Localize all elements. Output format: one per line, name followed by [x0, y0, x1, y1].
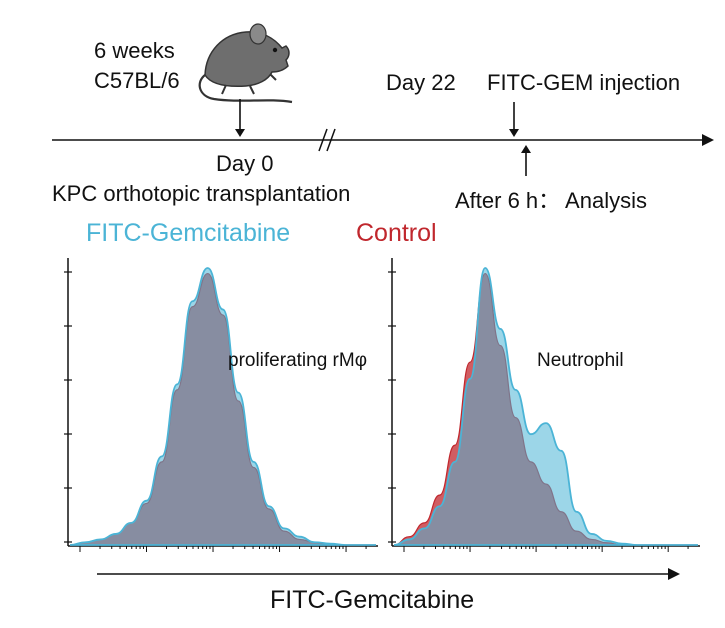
panel-2-label: Neutrophil — [537, 350, 624, 371]
panel-1-fitc-histogram — [69, 267, 376, 546]
day22-label: Day 22 — [386, 70, 456, 95]
timeline-arrowhead — [702, 134, 714, 146]
legend-control: Control — [356, 219, 437, 247]
day0-event-label: KPC orthotopic transplantation — [52, 181, 351, 206]
day0-arrow — [235, 99, 245, 137]
histogram-panel-1 — [64, 258, 378, 552]
analysis-arrow — [521, 145, 531, 176]
day22-arrow — [509, 102, 519, 137]
mouse-strain-label: C57BL/6 — [94, 68, 180, 93]
axis-break — [318, 128, 336, 152]
x-axis-label: FITC-Gemcitabine — [270, 586, 475, 614]
mouse-age-label: 6 weeks — [94, 38, 175, 63]
panel-2-fitc-histogram — [393, 267, 698, 546]
analysis-label: After 6 h： Analysis — [455, 188, 647, 213]
histogram-panel-2 — [388, 258, 700, 552]
mouse-icon — [198, 23, 293, 104]
x-axis-arrow — [97, 568, 680, 580]
legend-fitc: FITC-Gemcitabine — [86, 219, 291, 247]
day0-label: Day 0 — [216, 151, 274, 176]
panel-1-label: proliferating rMφ — [228, 350, 368, 371]
day22-event-label: FITC-GEM injection — [487, 70, 681, 95]
timeline — [52, 99, 714, 176]
